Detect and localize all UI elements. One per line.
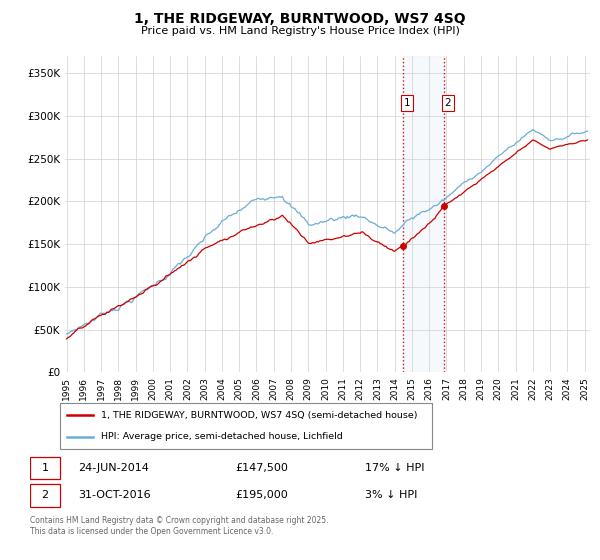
Bar — [403, 56, 443, 372]
Text: 2: 2 — [445, 98, 451, 108]
FancyBboxPatch shape — [30, 456, 60, 479]
Text: 31-OCT-2016: 31-OCT-2016 — [79, 491, 151, 500]
Text: 1, THE RIDGEWAY, BURNTWOOD, WS7 4SQ (semi-detached house): 1, THE RIDGEWAY, BURNTWOOD, WS7 4SQ (sem… — [101, 410, 418, 419]
FancyBboxPatch shape — [30, 484, 60, 506]
Text: 3% ↓ HPI: 3% ↓ HPI — [365, 491, 417, 500]
Text: 17% ↓ HPI: 17% ↓ HPI — [365, 463, 424, 473]
Text: £195,000: £195,000 — [235, 491, 288, 500]
Text: 1: 1 — [404, 98, 410, 108]
Text: Contains HM Land Registry data © Crown copyright and database right 2025.
This d: Contains HM Land Registry data © Crown c… — [30, 516, 329, 536]
Text: Price paid vs. HM Land Registry's House Price Index (HPI): Price paid vs. HM Land Registry's House … — [140, 26, 460, 36]
FancyBboxPatch shape — [60, 403, 432, 449]
Text: 1: 1 — [41, 463, 49, 473]
Text: 2: 2 — [41, 491, 49, 500]
Text: 24-JUN-2014: 24-JUN-2014 — [79, 463, 149, 473]
Text: 1, THE RIDGEWAY, BURNTWOOD, WS7 4SQ: 1, THE RIDGEWAY, BURNTWOOD, WS7 4SQ — [134, 12, 466, 26]
Text: £147,500: £147,500 — [235, 463, 288, 473]
Text: HPI: Average price, semi-detached house, Lichfield: HPI: Average price, semi-detached house,… — [101, 432, 343, 441]
